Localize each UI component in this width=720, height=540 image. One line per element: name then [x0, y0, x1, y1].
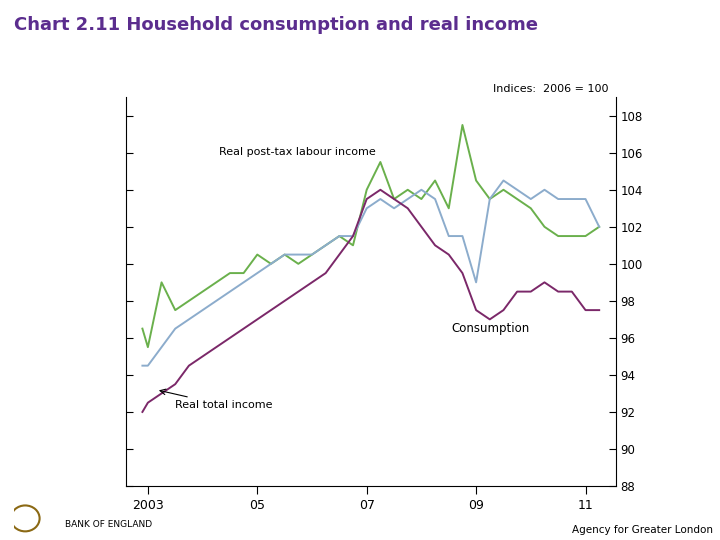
Text: Chart 2.11 Household consumption and real income: Chart 2.11 Household consumption and rea… [14, 16, 539, 34]
Text: Real post-tax labour income: Real post-tax labour income [219, 147, 376, 157]
Text: Real total income: Real total income [160, 389, 273, 410]
Text: Consumption: Consumption [451, 322, 530, 335]
Text: BANK OF ENGLAND: BANK OF ENGLAND [65, 520, 152, 529]
Text: Indices:  2006 = 100: Indices: 2006 = 100 [493, 84, 608, 94]
Text: Agency for Greater London: Agency for Greater London [572, 524, 713, 535]
